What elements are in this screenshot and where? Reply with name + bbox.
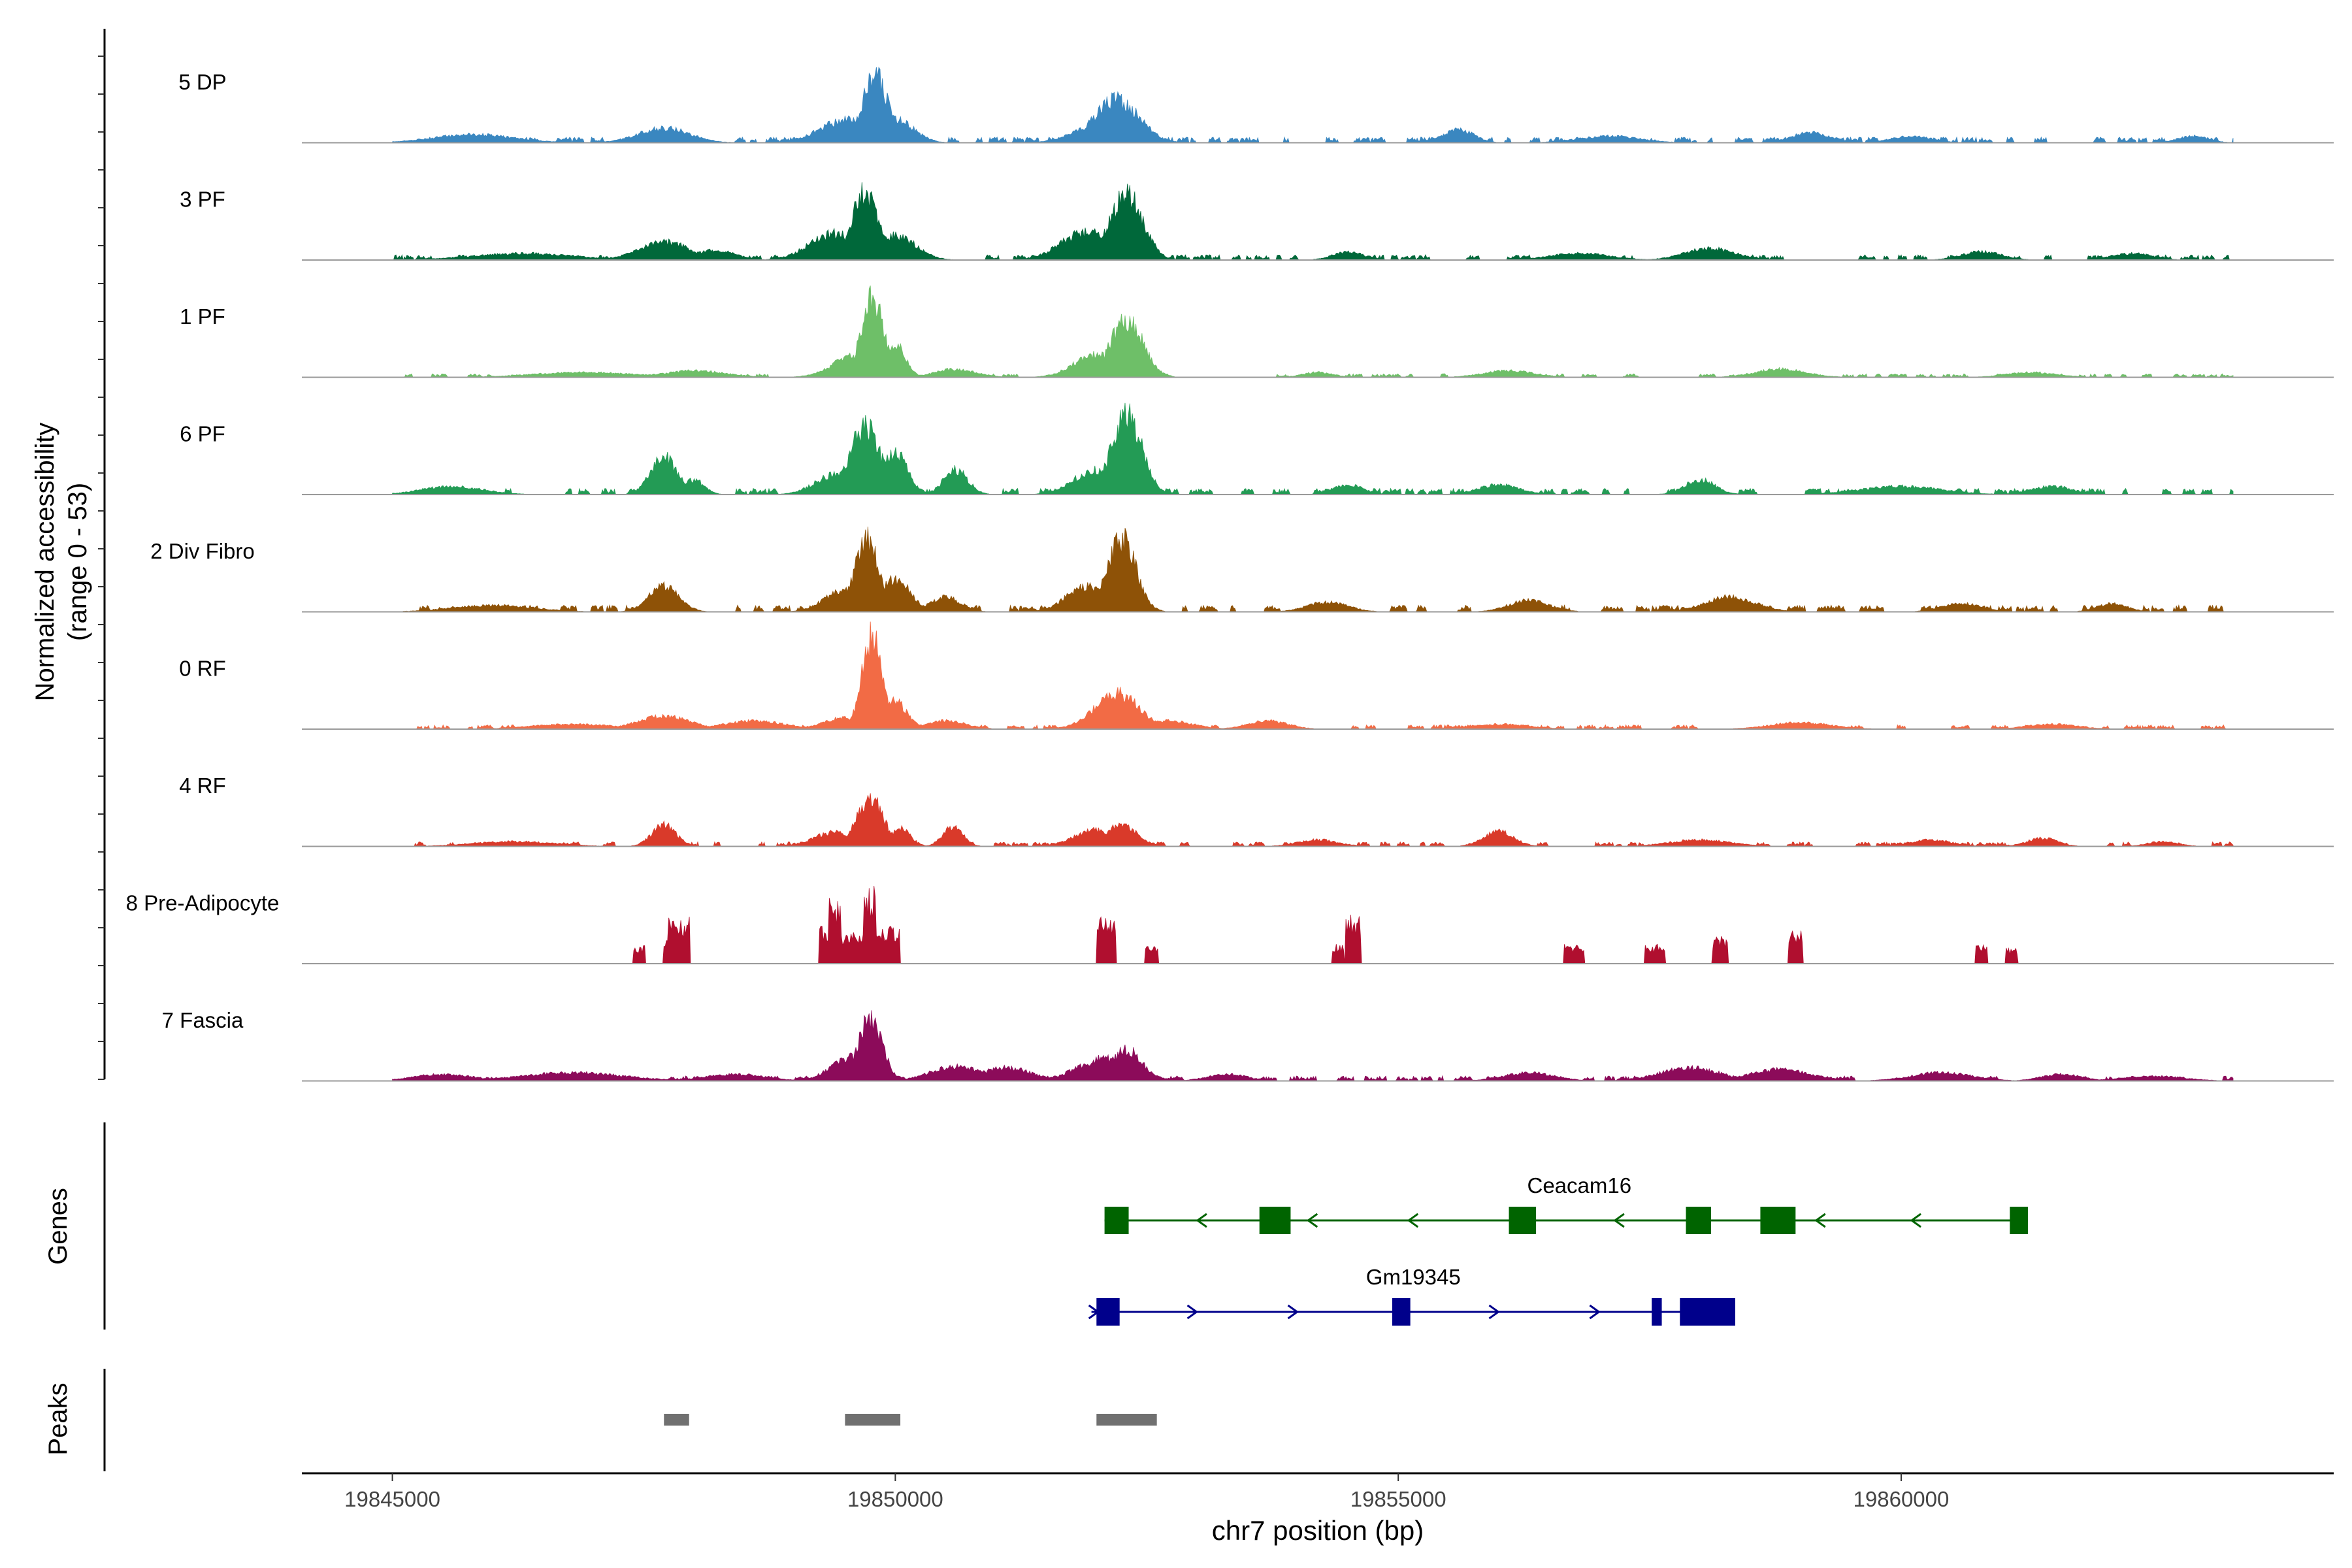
peak-region [664, 1414, 689, 1426]
coverage-area [392, 793, 2234, 847]
strand-arrow [1306, 1213, 1318, 1228]
gene-exon [1760, 1207, 1796, 1234]
y-axis-range-label: (range 0 - 53) [63, 483, 92, 641]
track-label: 1 PF [180, 304, 225, 329]
strand-arrow [1088, 1304, 1100, 1320]
track-8-pre-adipocyte: 8 Pre-Adipocyte [126, 886, 2334, 964]
track-3-pf: 3 PF [180, 182, 2334, 261]
strand-arrow [1186, 1304, 1199, 1320]
strand-arrow [1287, 1304, 1299, 1320]
track-5-dp: 5 DP [178, 66, 2334, 144]
x-tick-label: 19855000 [1350, 1487, 1446, 1511]
track-6-pf: 6 PF [180, 402, 2334, 495]
gene-exon [1686, 1207, 1711, 1234]
peak-region [1096, 1414, 1157, 1426]
strand-arrow [1910, 1213, 1921, 1228]
strand-arrow [1196, 1213, 1207, 1228]
peaks-axis-label: Peaks [44, 1382, 73, 1455]
coverage-area [392, 621, 2233, 730]
coverage-area [392, 286, 2234, 378]
gene-exon [1509, 1207, 1537, 1234]
peaks-track [103, 1369, 1157, 1471]
gene-exon [1680, 1298, 1735, 1326]
gene-exon [1096, 1298, 1120, 1326]
track-0-rf: 0 RF [179, 621, 2334, 730]
gene-name: Gm19345 [1366, 1265, 1461, 1289]
x-tick-label: 19845000 [344, 1487, 440, 1511]
genes-track: Ceacam16 Gm19345 [103, 1122, 2028, 1330]
x-axis: 19845000 19850000 19855000 19860000 [302, 1472, 2334, 1511]
track-label: 0 RF [179, 657, 226, 681]
gene-exon [2010, 1207, 2028, 1234]
x-tick-label: 19860000 [1854, 1487, 1950, 1511]
track-2-div-fibro: 2 Div Fibro [150, 527, 2334, 613]
gene-exon [1104, 1207, 1129, 1234]
y-axis-label: Normalized accessibility [31, 423, 59, 702]
track-label: 6 PF [180, 422, 225, 446]
track-label: 5 DP [178, 70, 226, 94]
peak-region [845, 1414, 901, 1426]
strand-arrow [1488, 1304, 1501, 1320]
gene-exon [1259, 1207, 1291, 1234]
coverage-area [392, 527, 2233, 613]
coverage-tracks: 5 DP 3 PF 1 PF 6 PF 2 Div Fibro 0 RF 4 RF 8 Pre… [126, 66, 2334, 1082]
coverage-area [392, 66, 2234, 144]
coverage-area [392, 402, 2234, 495]
x-axis-label: chr7 position (bp) [1212, 1515, 1424, 1546]
strand-arrow [1814, 1213, 1826, 1228]
coverage-area [392, 182, 2233, 261]
accessibility-y-axis [98, 29, 106, 1080]
gene-ceacam16: Ceacam16 [1104, 1173, 2028, 1234]
gene-exon [1392, 1298, 1411, 1326]
gene-exon [1652, 1298, 1662, 1326]
track-4-rf: 4 RF [179, 774, 2334, 847]
strand-arrow [1407, 1213, 1419, 1228]
coverage-area [392, 886, 2233, 964]
strand-arrow [1613, 1213, 1625, 1228]
genes-axis-label: Genes [44, 1188, 73, 1265]
track-label: 7 Fascia [162, 1008, 244, 1032]
track-label: 2 Div Fibro [150, 539, 255, 563]
x-tick-label: 19850000 [847, 1487, 943, 1511]
strand-arrow [1589, 1304, 1601, 1320]
track-label: 4 RF [179, 774, 226, 798]
track-7-fascia: 7 Fascia [162, 1008, 2334, 1082]
track-label: 8 Pre-Adipocyte [126, 891, 280, 915]
track-1-pf: 1 PF [180, 286, 2334, 378]
track-label: 3 PF [180, 188, 225, 212]
gene-name: Ceacam16 [1527, 1173, 1632, 1198]
coverage-area [392, 1010, 2234, 1082]
gene-gm19345: Gm19345 [1088, 1265, 1735, 1326]
